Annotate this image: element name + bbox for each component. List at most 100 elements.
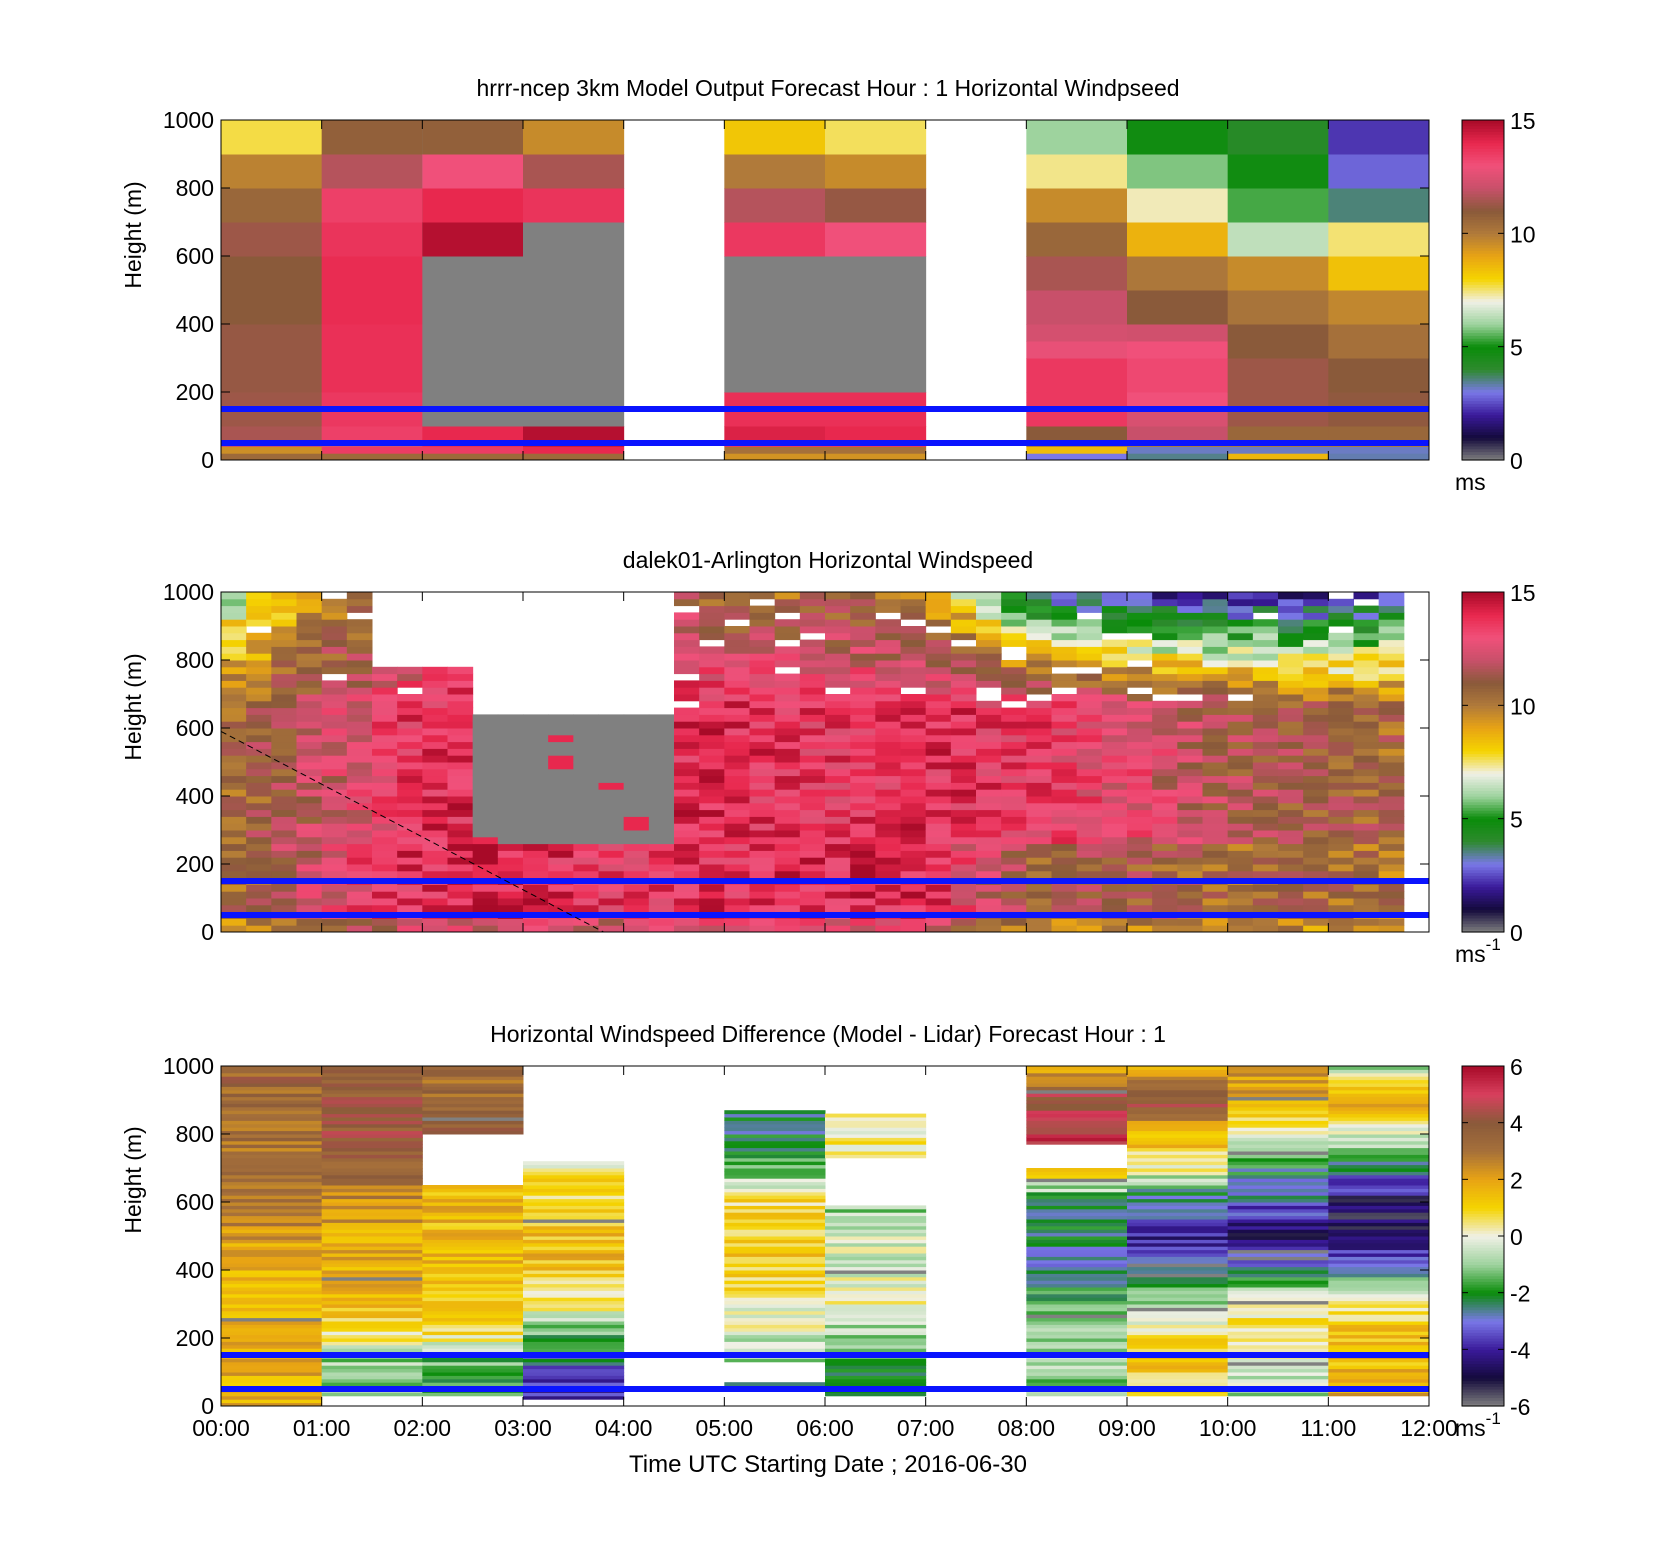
- difference-cell: [724, 1270, 826, 1274]
- colorbar-swatch: [1462, 318, 1504, 322]
- lidar-cell: [1026, 898, 1052, 906]
- lidar-cell: [1328, 925, 1354, 933]
- lidar-cell: [1152, 762, 1178, 770]
- model-cell: [523, 453, 625, 461]
- colorbar-swatch: [1462, 369, 1504, 373]
- lidar-cell: [1076, 700, 1103, 709]
- lidar-cell: [246, 653, 272, 661]
- lidar-cell: [875, 830, 901, 838]
- lidar-cell: [1076, 660, 1103, 668]
- lidar-cell: [875, 639, 901, 647]
- lidar-cell: [548, 870, 574, 879]
- difference-cell: [321, 1113, 423, 1118]
- lidar-cell: [724, 653, 750, 661]
- colorbar-swatch: [1462, 869, 1504, 874]
- lidar-cell: [1227, 741, 1254, 749]
- lidar-cell: [321, 694, 348, 702]
- lidar-cell: [397, 762, 423, 770]
- lidar-cell: [372, 816, 398, 824]
- lidar-cell: [699, 653, 725, 661]
- lidar-cell: [1076, 802, 1103, 811]
- difference-cell: [1227, 1273, 1329, 1278]
- lidar-cell: [548, 918, 574, 926]
- lidar-cell: [472, 864, 499, 872]
- difference-cell: [321, 1157, 423, 1162]
- difference-cell: [1328, 1324, 1430, 1329]
- lidar-cell: [1353, 592, 1380, 600]
- lidar-cell: [296, 918, 323, 926]
- lidar-cell: [1278, 802, 1304, 811]
- lidar-cell: [296, 619, 323, 627]
- lidar-cell: [749, 748, 776, 756]
- difference-cell: [1127, 1195, 1229, 1200]
- lidar-cell: [548, 721, 574, 729]
- model-cell: [1328, 358, 1430, 393]
- difference-cell: [221, 1290, 323, 1295]
- colorbar-swatch: [1462, 375, 1504, 379]
- lidar-cell: [1152, 796, 1178, 804]
- difference-cell: [825, 1280, 927, 1285]
- lidar-cell: [799, 639, 826, 647]
- lidar-cell: [1303, 653, 1329, 661]
- lidar-cell: [1076, 653, 1103, 661]
- lidar-cell: [850, 870, 876, 879]
- lidar-cell: [447, 884, 474, 892]
- lidar-cell: [774, 605, 801, 613]
- lidar-cell: [296, 925, 323, 933]
- lidar-cell: [674, 653, 700, 661]
- lidar-cell: [950, 755, 977, 763]
- difference-cell: [523, 1273, 625, 1278]
- y-tick-label: 400: [176, 311, 214, 337]
- difference-cell: [1026, 1181, 1128, 1186]
- colorbar-swatch: [1462, 1346, 1504, 1350]
- lidar-cell: [598, 836, 625, 845]
- difference-cell: [1328, 1069, 1430, 1074]
- lidar-cell: [523, 768, 549, 777]
- lidar-cell: [422, 870, 448, 879]
- lidar-cell: [497, 741, 524, 749]
- lidar-cell: [1378, 694, 1405, 702]
- lidar-cell: [1101, 789, 1128, 797]
- difference-cell: [1227, 1334, 1329, 1339]
- colorbar-swatch: [1462, 1125, 1504, 1129]
- difference-cell: [422, 1331, 524, 1336]
- colorbar-swatch: [1462, 256, 1504, 260]
- lidar-cell: [447, 823, 474, 831]
- lidar-cell: [548, 741, 574, 749]
- lidar-cell: [472, 904, 499, 913]
- model-cell: [1328, 446, 1430, 454]
- lidar-cell: [699, 721, 725, 729]
- colorbar-tick-label: 0: [1510, 448, 1523, 474]
- colorbar-swatch: [1462, 875, 1504, 879]
- lidar-cell: [1026, 721, 1052, 729]
- lidar-cell: [472, 796, 499, 804]
- colorbar-swatch: [1462, 1287, 1504, 1291]
- difference-cell: [1127, 1181, 1229, 1186]
- difference-cell: [321, 1168, 423, 1172]
- lidar-cell: [799, 734, 826, 743]
- difference-cell: [221, 1168, 323, 1172]
- lidar-cell: [221, 830, 247, 838]
- lidar-cell: [1378, 816, 1405, 824]
- difference-cell: [1127, 1321, 1229, 1325]
- lidar-cell: [1152, 816, 1178, 824]
- difference-cell: [724, 1266, 826, 1271]
- lidar-cell: [1051, 857, 1078, 865]
- difference-cell: [1328, 1089, 1430, 1094]
- lidar-cell: [271, 884, 297, 892]
- model-cell: [422, 453, 524, 461]
- colorbar-swatch: [1462, 1182, 1504, 1186]
- difference-cell: [321, 1232, 423, 1237]
- lidar-cell: [1278, 755, 1304, 763]
- lidar-cell: [1252, 592, 1279, 600]
- lidar-cell: [246, 748, 272, 756]
- lidar-cell: [875, 632, 901, 641]
- lidar-cell: [1101, 653, 1128, 661]
- x-tick-label: 07:00: [897, 1415, 955, 1441]
- lidar-cell: [900, 809, 927, 817]
- lidar-cell: [1051, 734, 1078, 743]
- lidar-cell: [1076, 598, 1103, 607]
- colorbar-swatch: [1462, 688, 1504, 692]
- lidar-cell: [1378, 728, 1405, 736]
